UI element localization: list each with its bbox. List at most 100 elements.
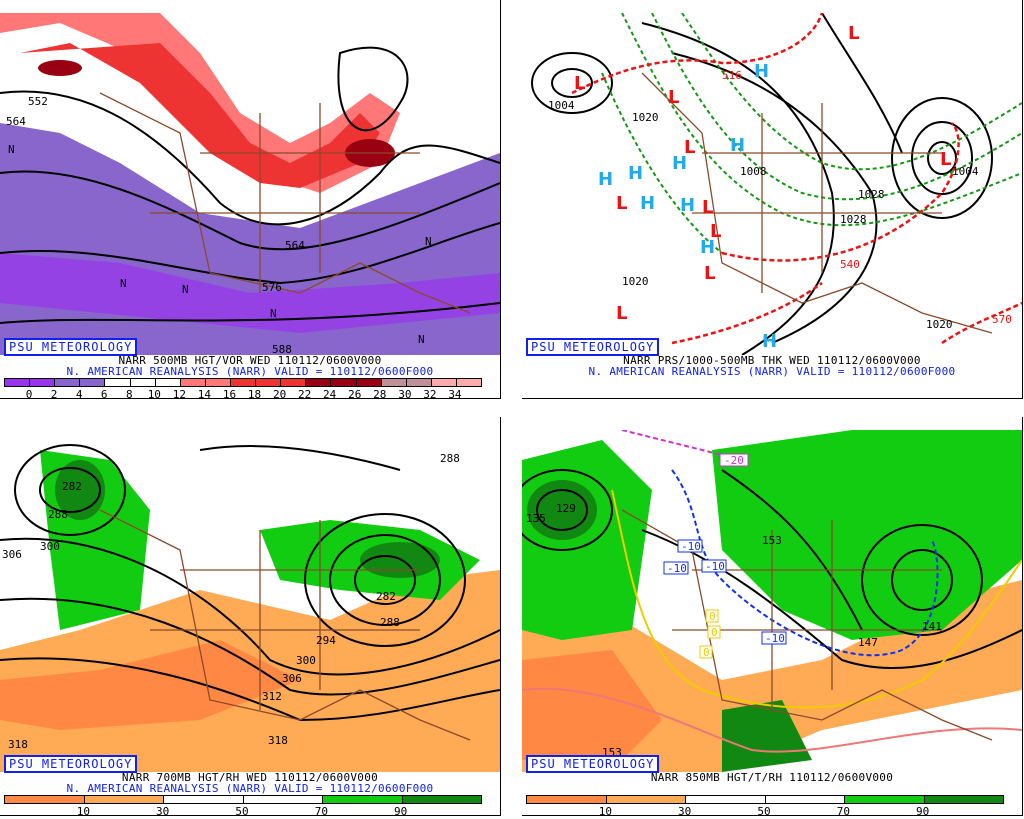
colorbar-tick-label: 14 (197, 388, 212, 401)
temperature-label: 0 (703, 646, 710, 659)
colorbar-tick-label: 30 (156, 805, 170, 818)
thickness-label: 540 (840, 258, 860, 271)
low-pressure-marker: L (848, 23, 859, 44)
colorbar-segment (845, 796, 925, 803)
high-pressure-marker: H (672, 153, 687, 174)
vorticity-min-marker: N (418, 333, 425, 346)
isobar-label: 1008 (740, 165, 767, 178)
vorticity-positive-core (20, 43, 380, 188)
colorbar-tick-label: 20 (272, 388, 287, 401)
colorbar-segment (924, 796, 1003, 803)
panel-850mb-temperature-rh: 135 129 153 153 147 141 -20 -10 -10 -10 … (522, 417, 1024, 818)
vorticity-min-marker: N (182, 283, 189, 296)
rh-very-dry (0, 640, 300, 730)
panel-sea-level-pressure-thickness: 1004 1020 1020 1008 1028 1028 1004 1020 … (522, 0, 1024, 400)
contour-label: 564 (6, 115, 26, 128)
colorbar-segment (356, 379, 382, 386)
colorbar-ticks: 10 30 50 70 90 (526, 805, 1002, 818)
colorbar-tick-label: 8 (125, 388, 133, 401)
colorbar-segment (80, 379, 106, 386)
high-pressure-marker: H (680, 195, 695, 216)
vorticity-min-marker: N (270, 307, 277, 320)
temperature-label: -10 (705, 560, 725, 573)
colorbar-segment (5, 379, 31, 386)
colorbar-segment (256, 379, 282, 386)
map-500mb[interactable]: 552 564 564 576 588 N N N N N N (0, 13, 500, 355)
thickness-label: 516 (722, 69, 742, 82)
height-label: 300 (40, 540, 60, 553)
colorbar-tick-label: 16 (222, 388, 237, 401)
map-850mb[interactable]: 135 129 153 153 147 141 -20 -10 -10 -10 … (522, 430, 1022, 772)
isobar-label: 1028 (840, 213, 867, 226)
thickness-label: 570 (992, 313, 1012, 326)
colorbar-tick-label: 10 (76, 805, 90, 818)
colorbar-segment (331, 379, 357, 386)
height-label: 294 (316, 634, 336, 647)
colorbar-segment (606, 796, 686, 803)
temperature-label: -20 (724, 454, 744, 467)
colorbar-segment (205, 379, 231, 386)
low-pressure-marker: L (704, 263, 715, 284)
isobar-label: 1020 (926, 318, 953, 331)
colorbar-segment (155, 379, 181, 386)
contour-label: 552 (28, 95, 48, 108)
colorbar-tick-label: 90 (394, 805, 408, 818)
isobar-label: 1020 (632, 111, 659, 124)
panel-frame (0, 0, 501, 399)
colorbar-ticks: 10 30 50 70 90 (4, 805, 480, 818)
map-subtitle: N. AMERICAN REANALYSIS (NARR) VALID = 11… (66, 782, 434, 795)
panel-500mb-vorticity: 552 564 564 576 588 N N N N N N PSU METE… (0, 0, 502, 401)
colorbar-tick-label: 30 (678, 805, 692, 818)
colorbar-segment (5, 796, 85, 803)
height-label: 153 (762, 534, 782, 547)
height-label: 282 (62, 480, 82, 493)
panel-frame (0, 417, 501, 816)
colorbar-tick-label: 90 (916, 805, 930, 818)
temperature-label: -10 (681, 540, 701, 553)
isobar-label: 1004 (548, 99, 575, 112)
map-700mb[interactable]: 282 288 306 300 294 300 306 312 318 318 … (0, 430, 500, 772)
low-pressure-marker: L (684, 137, 695, 158)
low-pressure-marker: L (574, 73, 585, 94)
low-pressure-marker: L (702, 197, 713, 218)
isobar-label: 1020 (622, 275, 649, 288)
isobar-label: 1028 (858, 188, 885, 201)
colorbar-segment (381, 379, 407, 386)
low-pressure-marker: L (940, 149, 951, 170)
colorbar-segment (243, 796, 323, 803)
low-pressure-marker: L (616, 193, 627, 214)
colorbar (526, 795, 1004, 804)
psu-meteorology-logo: PSU METEOROLOGY (4, 755, 138, 773)
colorbar-tick-label: 4 (75, 388, 83, 401)
map-title: NARR 700MB HGT/RH WED 110112/0600V000 (121, 771, 379, 784)
colorbar-tick-label: 32 (423, 388, 437, 401)
panel-700mb-rh: 282 288 306 300 294 300 306 312 318 318 … (0, 417, 502, 818)
colorbar-segment (456, 379, 482, 386)
psu-meteorology-logo: PSU METEOROLOGY (526, 338, 660, 356)
map-title: NARR 500MB HGT/VOR WED 110112/0600V000 (118, 354, 382, 367)
colorbar-segment (765, 796, 845, 803)
colorbar-tick-label: 12 (172, 388, 186, 401)
colorbar-tick-label: 10 (598, 805, 612, 818)
colorbar-tick-label: 50 (235, 805, 249, 818)
colorbar-segment (105, 379, 131, 386)
rh-moist (712, 430, 1022, 640)
height-label: 147 (858, 636, 878, 649)
temperature-label: -10 (667, 562, 687, 575)
colorbar-tick-label: 34 (448, 388, 462, 401)
colorbar-tick-label: 6 (100, 388, 108, 401)
vorticity-min-marker: N (425, 235, 432, 248)
high-pressure-marker: H (598, 169, 613, 190)
colorbar-tick-label: 70 (836, 805, 850, 818)
map-pressure[interactable]: 1004 1020 1020 1008 1028 1028 1004 1020 … (522, 13, 1022, 355)
colorbar-segment (180, 379, 206, 386)
height-label: 288 (440, 452, 460, 465)
height-label: 282 (376, 590, 396, 603)
colorbar-segment (406, 379, 432, 386)
colorbar-segment (686, 796, 766, 803)
high-pressure-marker: H (628, 163, 643, 184)
colorbar-segment (55, 379, 81, 386)
colorbar-segment (281, 379, 307, 386)
colorbar-segment (431, 379, 457, 386)
colorbar-ticks: 0 2 4 6 8 10 12 14 16 18 20 22 24 26 28 30 32 34 (4, 388, 480, 401)
